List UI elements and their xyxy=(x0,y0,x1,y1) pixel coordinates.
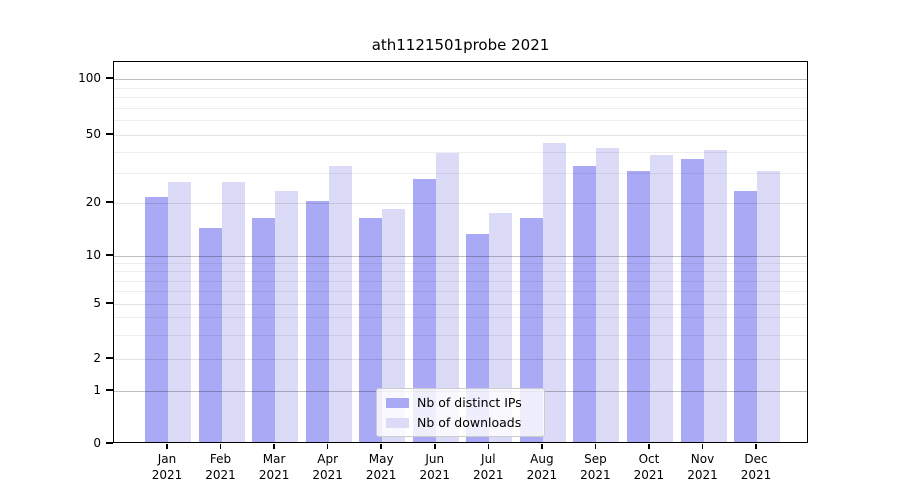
bar-distinct-ips-sep xyxy=(573,166,597,442)
bar-downloads-jul xyxy=(489,213,513,442)
bar-downloads-feb xyxy=(221,181,245,442)
x-tick-label-jan: Jan 2021 xyxy=(151,452,183,482)
legend-entry-distinct-ips: Nb of distinct IPs xyxy=(386,395,535,410)
x-tick-mark-jul xyxy=(487,444,490,449)
bar-downloads-nov xyxy=(703,149,727,442)
chart-title: ath1121501probe 2021 xyxy=(371,36,550,54)
legend-swatch-downloads-icon xyxy=(386,417,409,428)
x-tick-mark-apr xyxy=(326,444,329,449)
x-tick-mark-may xyxy=(380,444,382,449)
bar-downloads-jun xyxy=(435,153,459,442)
x-tick-label-jul: Jul 2021 xyxy=(473,452,504,482)
bar-downloads-may xyxy=(382,209,406,442)
bar-distinct-ips-nov xyxy=(680,159,704,442)
bar-distinct-ips-jan xyxy=(145,197,168,442)
bar-distinct-ips-may xyxy=(359,218,383,442)
y-tick-mark-10 xyxy=(106,254,113,256)
bar-downloads-dec xyxy=(757,170,781,442)
legend-swatch-distinct-ips-icon xyxy=(386,397,409,408)
bar-distinct-ips-mar xyxy=(252,218,276,442)
legend-label-downloads: Nb of downloads xyxy=(417,415,522,430)
bar-distinct-ips-aug xyxy=(519,218,543,442)
bar-distinct-ips-jun xyxy=(412,178,436,442)
y-tick-label-5: 5 xyxy=(93,296,101,310)
bar-distinct-ips-oct xyxy=(626,170,650,442)
bar-distinct-ips-apr xyxy=(305,201,329,442)
x-tick-mark-sep xyxy=(594,444,597,449)
x-tick-mark-dec xyxy=(755,444,757,449)
x-tick-mark-jun xyxy=(434,444,436,449)
minor-gridline-80 xyxy=(114,97,807,99)
y-tick-mark-0 xyxy=(106,442,113,444)
y-tick-label-2: 2 xyxy=(93,351,101,365)
bar-downloads-aug xyxy=(542,142,566,442)
bar-distinct-ips-dec xyxy=(734,190,758,442)
bar-downloads-jan xyxy=(168,181,191,442)
y-tick-label-0: 0 xyxy=(93,436,101,450)
minor-gridline-60 xyxy=(114,120,807,122)
y-tick-mark-2 xyxy=(106,357,113,359)
x-tick-mark-aug xyxy=(541,444,543,449)
y-tick-mark-1 xyxy=(106,389,113,391)
x-tick-mark-oct xyxy=(648,444,650,449)
gridline-100 xyxy=(114,79,807,80)
bar-downloads-sep xyxy=(596,147,620,442)
x-tick-label-may: May 2021 xyxy=(365,452,397,482)
x-tick-mark-mar xyxy=(273,444,275,449)
x-tick-label-dec: Dec 2021 xyxy=(740,452,772,482)
bar-distinct-ips-feb xyxy=(198,228,222,442)
y-tick-label-1: 1 xyxy=(93,383,101,397)
x-tick-label-mar: Mar 2021 xyxy=(258,452,290,482)
x-tick-label-feb: Feb 2021 xyxy=(205,452,236,482)
y-tick-mark-5 xyxy=(106,302,113,304)
y-tick-label-100: 100 xyxy=(78,71,101,85)
y-tick-mark-20 xyxy=(106,201,113,203)
y-tick-label-10: 10 xyxy=(85,248,101,262)
plot-area xyxy=(113,61,808,443)
gridline-50 xyxy=(114,135,807,136)
x-tick-mark-jan xyxy=(166,444,168,449)
y-tick-label-50: 50 xyxy=(85,127,101,141)
x-tick-label-apr: Apr 2021 xyxy=(312,452,343,482)
x-tick-label-oct: Oct 2021 xyxy=(633,452,665,482)
minor-gridline-90 xyxy=(114,87,807,89)
bar-downloads-mar xyxy=(275,190,299,442)
legend-entry-downloads: Nb of downloads xyxy=(386,415,535,430)
x-tick-label-aug: Aug 2021 xyxy=(526,452,558,482)
x-tick-mark-feb xyxy=(219,444,222,449)
y-tick-mark-50 xyxy=(106,133,113,135)
bar-downloads-apr xyxy=(328,166,352,442)
legend-label-distinct-ips: Nb of distinct IPs xyxy=(417,395,522,410)
y-tick-label-20: 20 xyxy=(85,195,101,209)
x-tick-label-nov: Nov 2021 xyxy=(687,452,718,482)
x-tick-label-sep: Sep 2021 xyxy=(580,452,611,482)
bar-downloads-oct xyxy=(649,155,673,442)
x-tick-mark-nov xyxy=(701,444,704,449)
minor-gridline-70 xyxy=(114,107,807,109)
x-tick-label-jun: Jun 2021 xyxy=(419,452,451,482)
y-tick-mark-100 xyxy=(106,77,113,79)
legend: Nb of distinct IPs Nb of downloads xyxy=(376,388,545,437)
